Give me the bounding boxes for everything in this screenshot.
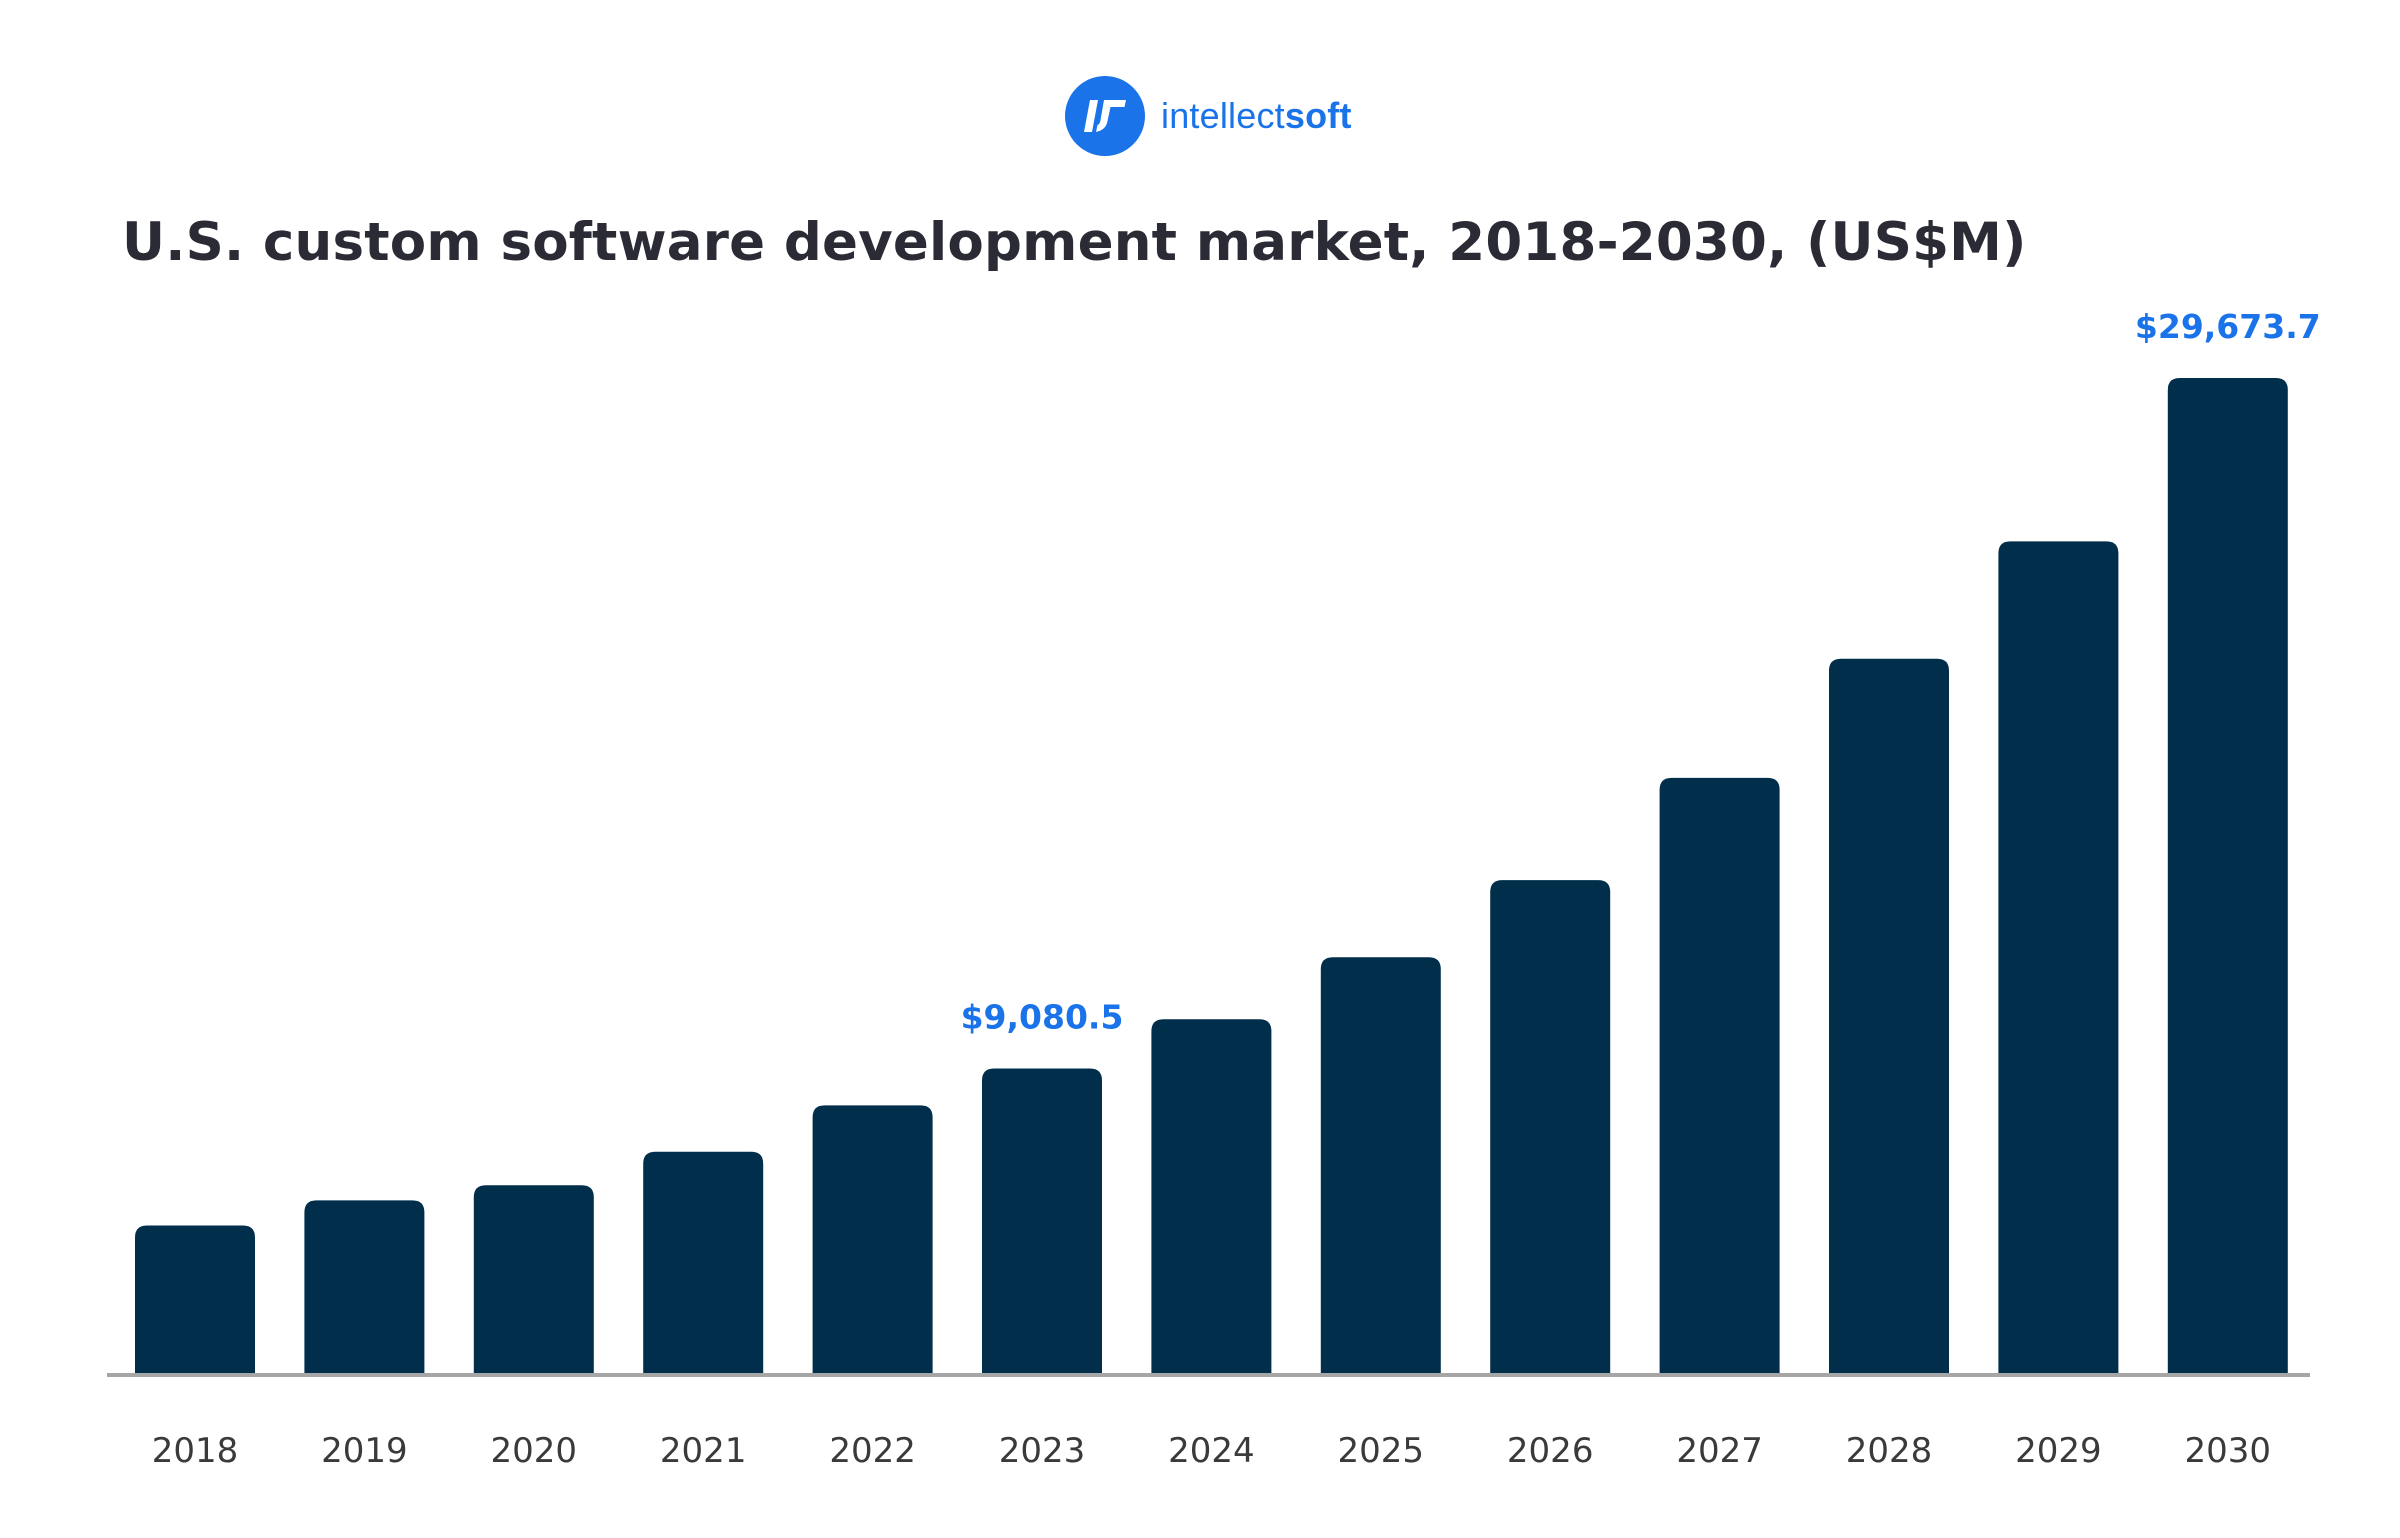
x-tick-label: 2024 [1168,1431,1255,1471]
bars-group [135,378,2288,1373]
bar-2023 [982,1068,1102,1373]
brand-wordmark: intellectsoft [1161,95,1352,137]
x-tick-label: 2027 [1676,1431,1763,1471]
bar-2027 [1659,777,1780,1373]
x-tick-label: 2029 [2015,1431,2102,1471]
brand-wordmark-bold: soft [1284,95,1352,136]
x-tick-label: 2018 [152,1431,239,1471]
bar-2025 [1320,957,1441,1373]
bar-2026 [1490,880,1611,1373]
x-tick-label: 2025 [1338,1431,1425,1471]
intellectsoft-logo-icon [1065,76,1145,156]
bar-2029 [1998,541,2119,1373]
bar-2021 [643,1151,764,1373]
logo-glyph-icon [1084,100,1126,132]
x-tick-label: 2019 [321,1431,408,1471]
x-tick-label: 2023 [999,1431,1086,1471]
bar-2022 [812,1105,933,1373]
brand-logo: intellectsoft [1065,76,1352,156]
bar-2024 [1151,1019,1272,1373]
x-tick-label: 2028 [1846,1431,1933,1471]
bar-2020 [473,1185,594,1373]
bar-2030 [2167,378,2288,1373]
bar-2028 [1829,658,1949,1373]
data-label-2030: $29,673.7 [2135,307,2321,346]
x-tick-label: 2020 [491,1431,578,1471]
bar-2019 [304,1200,425,1373]
x-tick-label: 2026 [1507,1431,1594,1471]
bar-2018 [135,1225,255,1373]
x-tick-label: 2030 [2185,1431,2272,1471]
x-tick-label: 2021 [660,1431,747,1471]
x-tick-label: 2022 [829,1431,916,1471]
data-label-2023: $9,080.5 [961,998,1124,1037]
brand-wordmark-light: intellect [1161,95,1285,136]
chart-title: U.S. custom software development market,… [122,212,2027,273]
